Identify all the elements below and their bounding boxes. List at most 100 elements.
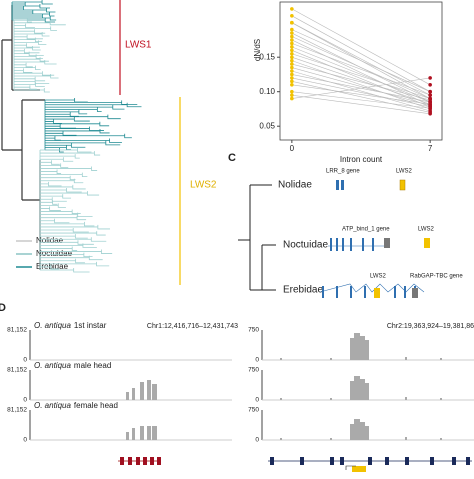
peak [140,426,144,440]
peak [126,432,129,440]
scale-label: 750 [248,407,259,414]
exon [143,457,147,465]
branch [13,18,66,93]
branch [11,0,57,23]
peak [360,379,365,400]
peak [440,398,442,400]
pair-line [291,91,431,109]
clade-label: LWS1 [125,40,152,51]
y-tick-label: 0.15 [259,52,275,61]
gene-label: LRR_8 gene [326,169,360,175]
exon [368,457,372,465]
point [428,89,432,94]
gene-label: LWS2 [396,169,413,175]
peak [152,384,157,400]
point [290,20,294,25]
species-label: Erebidae [283,285,323,296]
track-label: O. antiqua 1st instar [34,321,107,330]
scale-label: 750 [248,367,259,374]
scale-label: 750 [248,327,259,334]
gene-structure: Nolidae Noctuidae Erebidae LRR_8 gene LW… [238,169,463,298]
pair-line [291,43,431,96]
branch [44,98,142,153]
scale-label: 0 [23,357,27,364]
point [290,93,294,97]
slope-chart: 0.05 0.10 0.15 0 7 Intron count dN/dS [253,1,443,164]
legend-label: Noctuidae [36,249,73,258]
scale-label: 0 [23,437,27,444]
gene-label: ATP_bind_1 gene [342,227,390,233]
pair-line [291,81,431,113]
species-name: O. antiqua [34,361,71,370]
point [290,55,294,59]
region-label: Chr2:19,363,924–19,381,86 [387,323,474,330]
pair-line [291,77,431,108]
strand-arrow [345,465,356,470]
peak [440,438,442,440]
point [290,76,294,80]
exon [330,457,334,465]
peak [126,392,129,400]
point [290,79,294,84]
pair-line [291,60,431,110]
pair-line [291,36,431,99]
exon [430,457,434,465]
x-axis-label: Intron count [340,155,383,164]
peak [405,397,407,400]
phylogeny [1,0,142,273]
species-label: Nolidae [278,180,312,191]
exon [405,457,409,465]
point [290,14,294,18]
exon [385,457,389,465]
peak [280,438,282,440]
point [290,62,294,66]
pair-line [291,53,431,99]
sample-name: 1st instar [74,321,107,330]
scale-label: 81,152 [7,367,27,374]
peak [140,382,144,400]
track-label: O. antiqua male head [34,361,111,370]
scale-label: 0 [255,357,259,364]
panel-label: C [228,152,236,164]
pair-line [291,70,431,112]
point [290,96,294,101]
gene-label: LWS2 [418,227,435,233]
scale-label: 0 [255,397,259,404]
x-tick-label: 0 [290,144,295,153]
point [428,102,432,106]
species-label: Noctuidae [283,240,328,251]
pair-line [291,63,431,101]
point [290,38,294,42]
peak [350,424,354,440]
gene-label: RabGAP-TBC gene [410,274,463,280]
exon [128,457,132,465]
exon [120,457,124,465]
species-name: O. antiqua [34,401,71,410]
point [290,58,294,63]
point [290,72,294,77]
exon [300,457,304,465]
peak [360,336,365,360]
peak [147,426,151,440]
point [290,7,294,11]
peak [132,388,135,400]
peak [330,358,332,360]
legend-label: Nolidae [36,236,64,245]
plot-frame [279,1,443,141]
pair-line [291,22,431,96]
sample-name: female head [74,401,118,410]
track-label: O. antiqua female head [34,401,118,410]
peak [405,437,407,440]
clade-label: LWS2 [190,180,217,191]
point [428,93,432,97]
peak [354,333,360,360]
peak [280,358,282,360]
y-tick-label: 0.05 [259,121,275,130]
pair-line [291,84,431,105]
peak [365,426,369,440]
peak [405,357,407,360]
scale-label: 81,152 [7,407,27,414]
point [290,45,294,49]
